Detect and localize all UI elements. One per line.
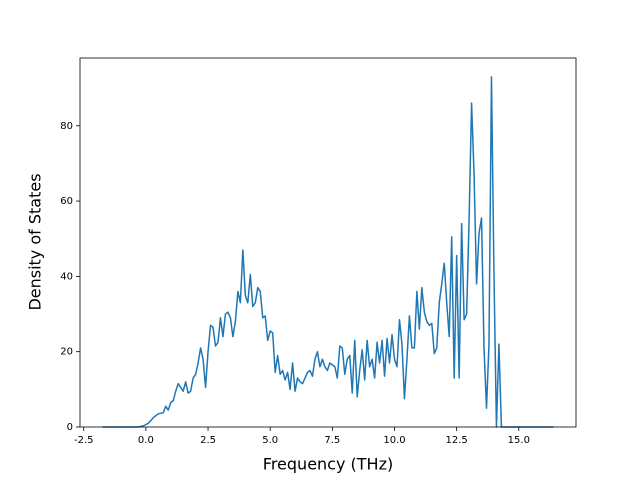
y-tick-label: 80	[60, 121, 73, 132]
x-tick-label: 12.5	[446, 435, 468, 446]
plot-frame	[79, 57, 577, 428]
x-tick-label: 15.0	[508, 435, 530, 446]
x-tick-label: 10.0	[383, 435, 405, 446]
x-tick-label: -2.5	[74, 435, 94, 446]
y-tick-label: 0	[67, 422, 73, 433]
x-axis-label: Frequency (THz)	[263, 455, 393, 474]
y-tick-label: 40	[60, 271, 73, 282]
x-tick-label: 5.0	[262, 435, 278, 446]
x-tick-label: 0.0	[138, 435, 154, 446]
y-tick-label: 20	[60, 347, 73, 358]
y-axis-label: Density of States	[26, 173, 45, 310]
y-tick-label: 60	[60, 196, 73, 207]
line	[102, 76, 554, 428]
x-tick-label: 7.5	[324, 435, 340, 446]
x-tick-label: 2.5	[200, 435, 216, 446]
